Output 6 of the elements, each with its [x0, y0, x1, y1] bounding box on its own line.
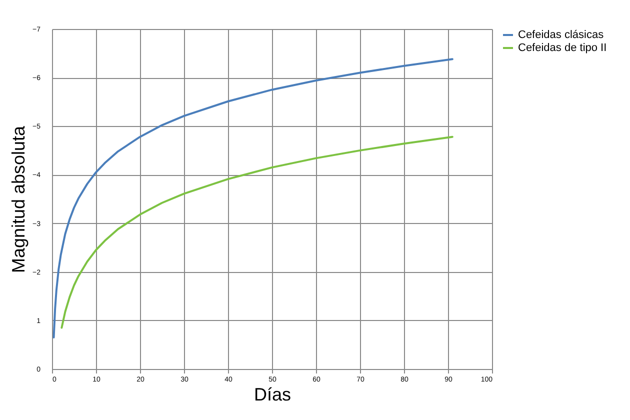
line-series — [60, 136, 454, 329]
legend-label: Cefeidas clásicas — [518, 29, 604, 41]
y-axis-title: Magnitud absoluta — [8, 124, 29, 274]
line-series — [52, 58, 454, 338]
legend-label: Cefeidas de tipo II — [518, 42, 607, 54]
x-axis-title: Días — [254, 384, 292, 404]
